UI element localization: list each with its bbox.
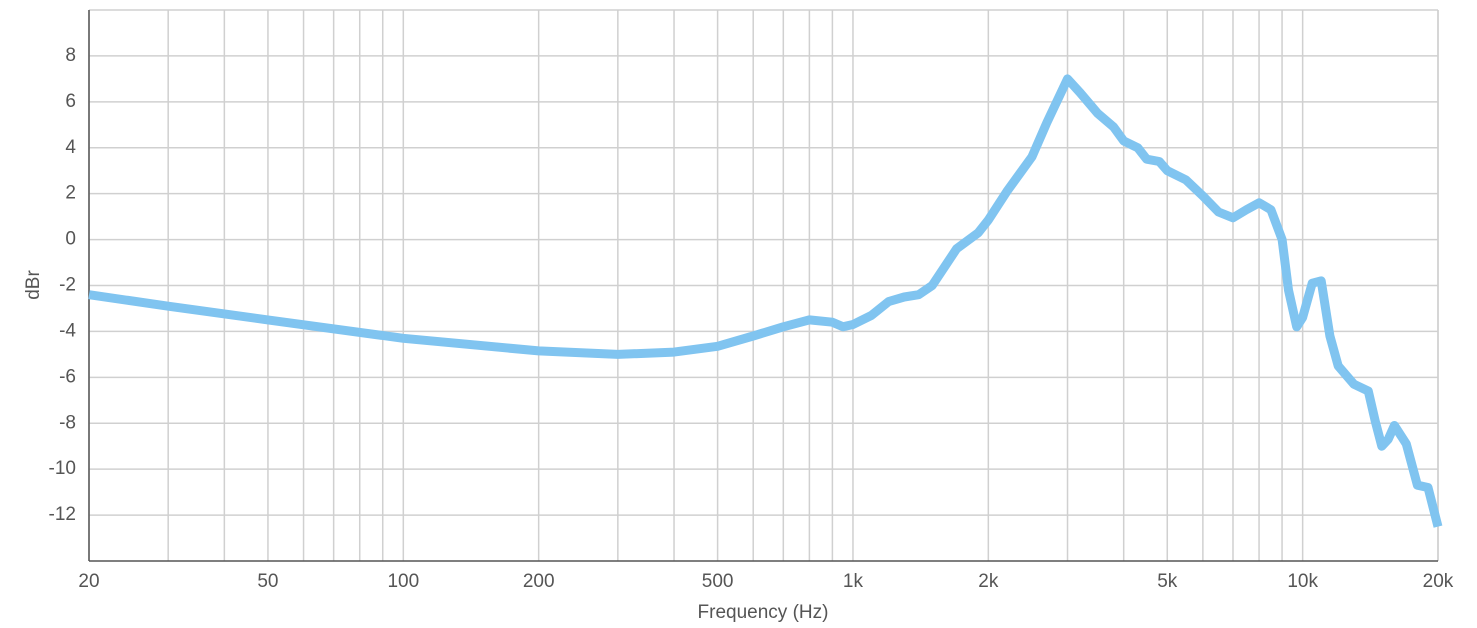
y-tick-label: -8 [59, 412, 76, 433]
y-tick-label: -6 [59, 366, 76, 387]
x-tick-label: 50 [257, 571, 278, 592]
y-axis-label: dBr [23, 270, 44, 300]
x-tick-label: 10k [1287, 571, 1318, 592]
y-tick-label: 0 [65, 229, 76, 250]
y-tick-label: 2 [65, 183, 76, 204]
y-tick-label: 4 [65, 137, 76, 158]
x-tick-label: 20k [1423, 571, 1454, 592]
y-tick-label: -2 [59, 275, 76, 296]
y-tick-label: -10 [49, 458, 76, 479]
x-tick-label: 500 [702, 571, 734, 592]
y-tick-label: 8 [65, 45, 76, 66]
x-tick-label: 20 [78, 571, 99, 592]
x-tick-label: 100 [387, 571, 419, 592]
y-tick-label: 6 [65, 91, 76, 112]
response-line [88, 74, 1443, 528]
x-tick-label: 5k [1157, 571, 1178, 592]
y-tick-label: -4 [59, 320, 76, 341]
x-tick-label: 1k [843, 571, 864, 592]
x-axis-label: Frequency (Hz) [698, 602, 829, 623]
y-tick-label: -12 [49, 504, 76, 525]
x-tick-label: 200 [523, 571, 555, 592]
x-tick-label: 2k [978, 571, 999, 592]
